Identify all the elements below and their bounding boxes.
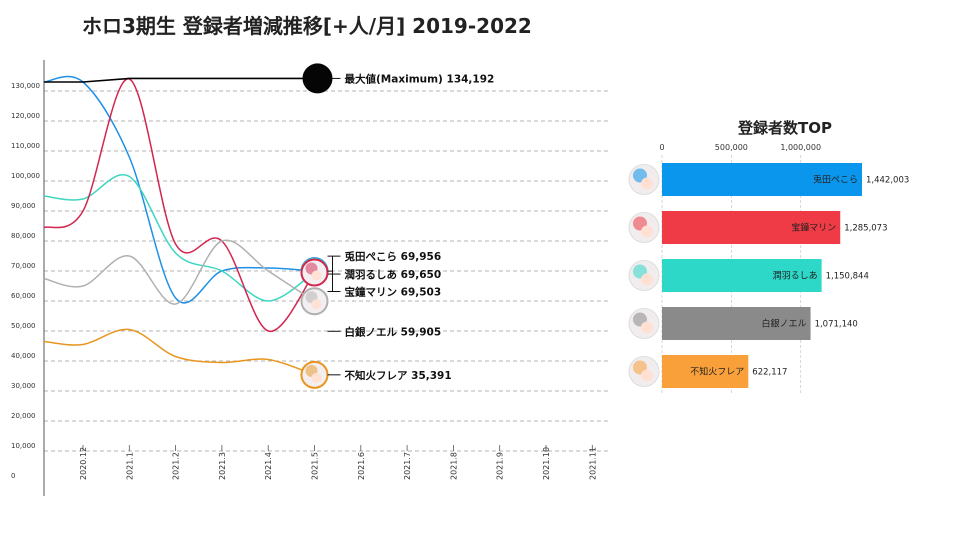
x-tick-label: 2021.5: [311, 452, 320, 480]
y-tick-label: 20,000: [11, 412, 36, 420]
series-end-label: 不知火フレア 35,391: [345, 369, 452, 382]
bar-avatar-face: [641, 177, 653, 190]
chart-title: ホロ3期生 登録者増減推移[+人/月] 2019-2022: [82, 14, 532, 38]
avatar-face: [311, 299, 322, 310]
y-tick-label: 0: [11, 472, 15, 480]
series-line-兎田ぺこら: [43, 75, 315, 304]
bar-chart: 登録者数TOP 0 500,000 1,000,000 兎田ぺこら 1,442,003 宝鐘…: [628, 119, 909, 395]
bar-value-label: 622,117: [752, 368, 787, 378]
avatar-marker: [300, 287, 329, 316]
x-tick-label: 2021.2: [172, 452, 181, 480]
series-line-最大値(Maximum): [44, 77, 315, 83]
bar-category-label: 宝鐘マリン: [791, 222, 836, 234]
y-tick-label: 100,000: [11, 172, 40, 180]
max-marker: [302, 63, 333, 94]
bar-avatar: [628, 308, 660, 339]
series-end-label: 白銀ノエル 59,905: [345, 325, 442, 338]
y-tick-label: 120,000: [11, 112, 40, 120]
bar-category-label: 白銀ノエル: [762, 318, 807, 330]
series-line-白銀ノエル: [43, 239, 315, 305]
bar-avatar-face: [641, 273, 653, 286]
bar: [662, 211, 841, 244]
bar: [662, 259, 822, 292]
bar-x-tick-label: 0: [659, 143, 664, 152]
bar-value-label: 1,442,003: [866, 176, 909, 186]
avatar-marker: [300, 258, 329, 287]
bar-value-label: 1,285,073: [844, 224, 887, 234]
bar-avatar-face: [641, 369, 653, 382]
x-tick-label: 2021.6: [357, 452, 366, 480]
series-line-宝鐘マリン: [43, 78, 316, 332]
series-end-label: 兎田ぺこら 69,956: [345, 250, 442, 263]
y-tick-label: 60,000: [11, 292, 36, 300]
series-end-label: 宝鐘マリン 69,503: [345, 285, 442, 298]
y-tick-label: 30,000: [11, 382, 36, 390]
x-tick-label: 2021.4: [264, 452, 273, 480]
y-tick-label: 110,000: [11, 142, 40, 150]
x-tick-label: 2021.3: [218, 452, 227, 480]
bar-x-tick-label: 1,000,000: [780, 143, 821, 152]
bar-chart-title: 登録者数TOP: [737, 119, 832, 137]
bar-avatar: [628, 212, 660, 243]
bar-x-tick-label: 500,000: [715, 143, 748, 152]
x-tick-label: 2020.12: [79, 447, 88, 480]
bar-avatar: [628, 356, 660, 387]
avatar-marker: [300, 360, 329, 389]
bar: [662, 307, 811, 340]
bar-value-label: 1,071,140: [815, 320, 858, 330]
bar: [662, 355, 749, 388]
avatar-face: [311, 372, 322, 383]
bar-avatar: [628, 260, 660, 291]
x-tick-label: 2021.11: [588, 447, 597, 480]
series-end-label: 潤羽るしあ 69,650: [345, 268, 442, 281]
bar-avatar-face: [641, 225, 653, 238]
x-tick-label: 2021.9: [496, 452, 505, 480]
bar: [662, 163, 862, 196]
y-tick-label: 130,000: [11, 82, 40, 90]
label-bracket: [327, 256, 333, 292]
bar-value-label: 1,150,844: [826, 272, 869, 282]
y-tick-label: 80,000: [11, 232, 36, 240]
bar-category-label: 兎田ぺこら: [813, 175, 858, 186]
line-chart: 0 10,000 20,000 30,000 40,000 50,000 60,000 70,…: [11, 60, 610, 496]
y-tick-label: 70,000: [11, 262, 36, 270]
y-tick-label: 50,000: [11, 322, 36, 330]
x-tick-label: 2021.10: [542, 447, 551, 480]
avatar-face: [311, 270, 322, 281]
x-tick-label: 2021.8: [449, 452, 458, 480]
y-tick-label: 90,000: [11, 202, 36, 210]
x-tick-label: 2021.1: [125, 452, 134, 480]
bar-category-label: 潤羽るしあ: [773, 271, 818, 282]
y-tick-label: 10,000: [11, 442, 36, 450]
series-line-潤羽るしあ: [43, 174, 315, 302]
bar-avatar: [628, 164, 660, 195]
bar-avatar-face: [641, 321, 653, 334]
x-tick-label: 2021.7: [403, 452, 412, 480]
series-line-不知火フレア: [43, 328, 315, 376]
series-end-label: 最大値(Maximum) 134,192: [345, 72, 495, 85]
bar-category-label: 不知火フレア: [690, 366, 744, 378]
y-tick-label: 40,000: [11, 352, 36, 360]
